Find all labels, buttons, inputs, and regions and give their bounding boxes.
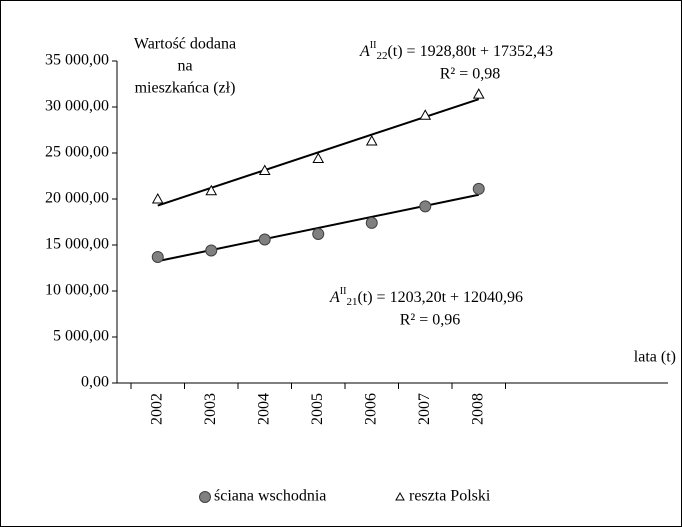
y-tick-label: 15 000,00 [45,236,109,253]
x-tick-label: 2002 [148,393,165,425]
y-axis-label: Wartość dodana [134,36,236,53]
legend-marker [395,491,405,501]
y-tick-label: 20 000,00 [45,190,109,207]
eq-sub: 21 [346,296,357,308]
point [472,182,485,195]
y-axis-label: mieszkańca (zł) [135,80,236,97]
point [151,250,164,263]
eq-rest: (t) = 1203,20t + 12040,96 [357,289,523,306]
eq-sup: II [340,286,347,297]
x-tick-label: 2007 [416,393,433,425]
point [205,184,218,196]
x-tick-label: 2005 [309,393,326,425]
point [312,152,325,164]
point [419,109,432,120]
legend-label: reszta Polski [409,488,491,505]
y-tick-label: 0,00 [81,374,109,391]
r-squared: R² = 0,98 [440,66,501,83]
point [205,244,218,257]
equation: AII22(t) = 1928,80t + 17352,43 [359,40,553,61]
eq-rest: (t) = 1928,80t + 17352,43 [387,43,553,60]
y-tick-label: 25 000,00 [45,144,109,161]
eq-sub: 22 [376,50,387,62]
eq-sup: II [370,40,377,51]
x-axis-label: lata (t) [634,349,676,366]
x-tick-label: 2003 [202,393,219,425]
y-tick-label: 35 000,00 [45,52,109,69]
point [365,135,378,146]
point [365,216,378,229]
y-tick-label: 5 000,00 [53,328,109,345]
r-squared: R² = 0,96 [400,312,461,329]
y-tick-label: 30 000,00 [45,98,109,115]
point [419,200,432,213]
eq-symbol: A [359,43,370,60]
x-tick-label: 2004 [255,393,272,425]
legend-label: ściana wschodnia [214,488,326,505]
point [258,233,271,246]
x-tick-label: 2006 [362,393,379,425]
x-tick-label: 2008 [469,393,486,425]
point [312,227,325,240]
point [472,88,485,99]
y-tick-label: 10 000,00 [45,282,109,299]
legend-marker [199,491,211,503]
equation: AII21(t) = 1203,20t + 12040,96 [329,286,523,307]
point [151,192,164,204]
point [258,164,271,175]
eq-symbol: A [329,289,340,306]
y-axis-label: na [177,58,192,75]
